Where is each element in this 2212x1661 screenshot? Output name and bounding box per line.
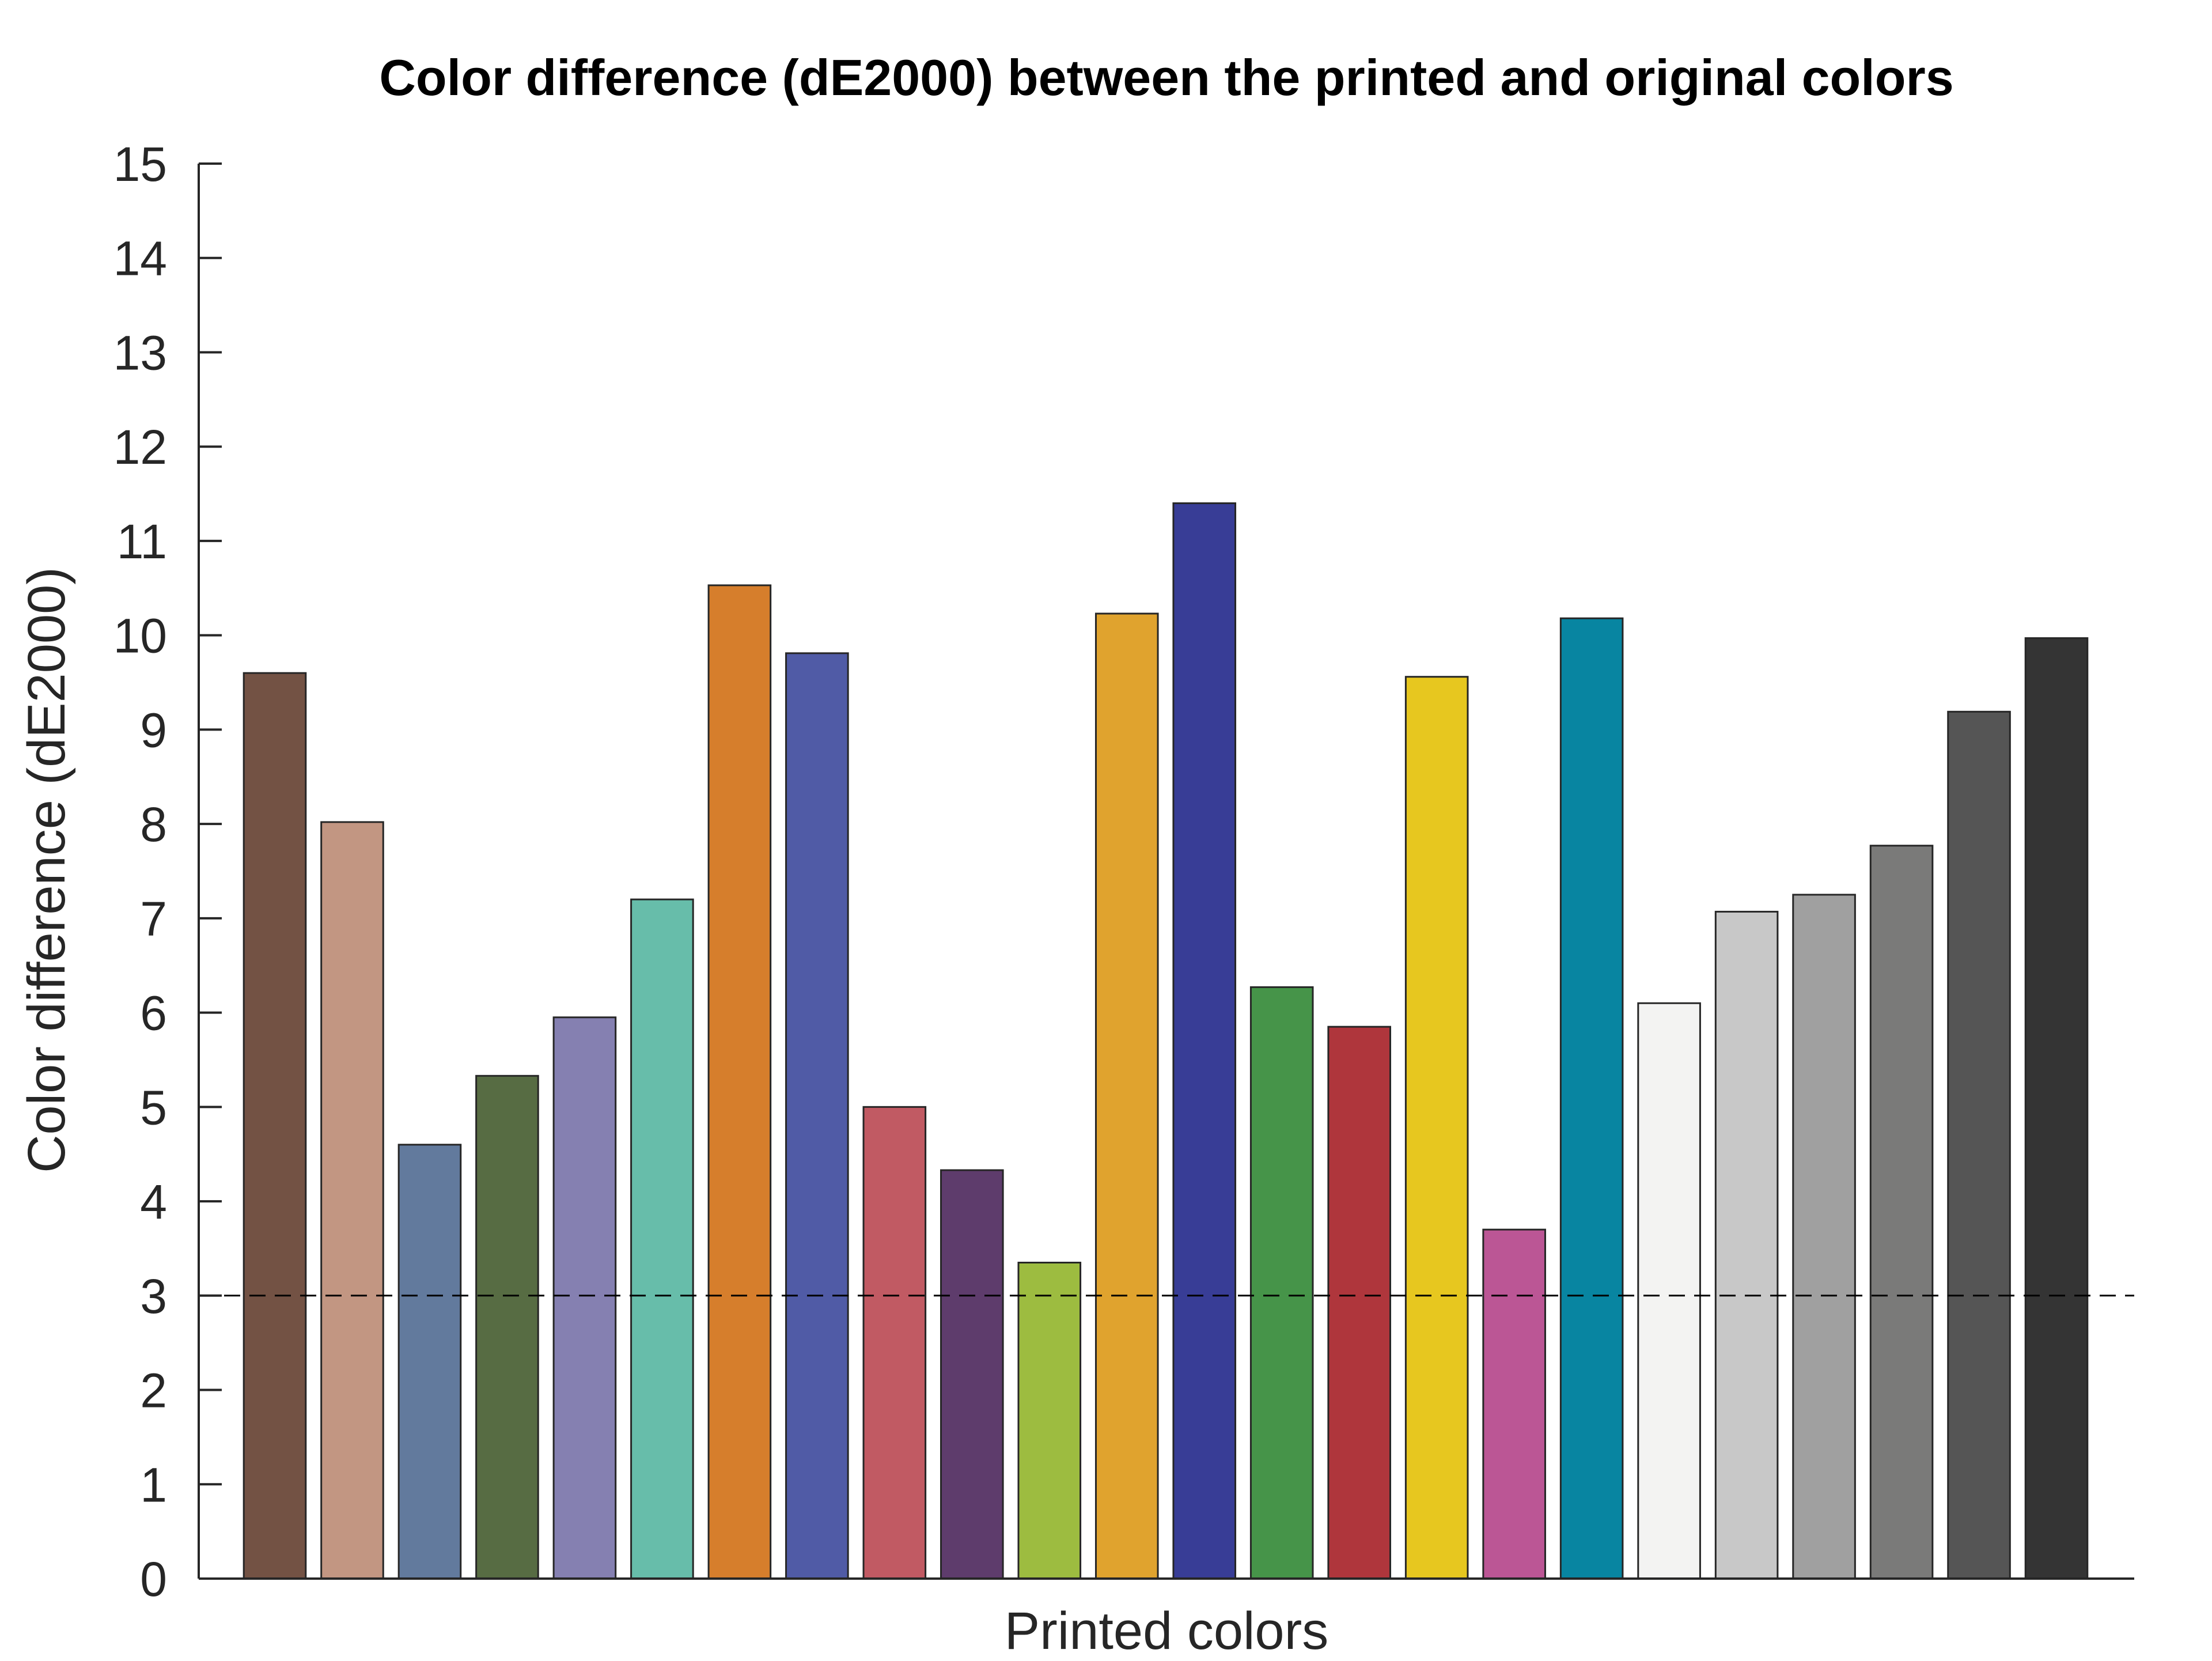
y-tick-label: 0 xyxy=(140,1552,167,1606)
y-tick-label: 8 xyxy=(140,797,167,852)
bar-13 xyxy=(1172,502,1237,1580)
y-tick-label: 15 xyxy=(113,137,167,191)
bar-2 xyxy=(320,821,384,1580)
bar-5 xyxy=(552,1016,617,1580)
y-tick-label: 10 xyxy=(113,609,167,663)
bar-3 xyxy=(397,1144,462,1580)
bar-19 xyxy=(1637,1002,1701,1580)
bar-15 xyxy=(1327,1026,1391,1580)
y-tick-label: 11 xyxy=(117,514,167,569)
axes xyxy=(198,164,2134,1580)
bars-group xyxy=(243,502,2089,1580)
y-tick-label: 13 xyxy=(113,326,167,380)
bar-23 xyxy=(1947,710,2011,1580)
y-tick-label: 4 xyxy=(140,1175,167,1229)
bar-1 xyxy=(243,672,307,1580)
bar-24 xyxy=(2024,637,2089,1580)
bar-6 xyxy=(630,898,694,1580)
y-axis-label: Color difference (dE2000) xyxy=(17,567,76,1173)
bar-16 xyxy=(1404,676,1469,1580)
bar-21 xyxy=(1792,894,1856,1580)
bar-17 xyxy=(1482,1228,1546,1580)
y-tick-label: 5 xyxy=(140,1080,167,1134)
bar-22 xyxy=(1869,845,1934,1580)
y-tick-label: 12 xyxy=(113,420,167,474)
bar-9 xyxy=(862,1106,927,1580)
bar-10 xyxy=(940,1169,1004,1580)
y-tick-label: 14 xyxy=(113,232,167,286)
x-axis-label: Printed colors xyxy=(1005,1602,1328,1660)
bar-11 xyxy=(1017,1261,1082,1580)
bar-12 xyxy=(1094,612,1159,1580)
bar-18 xyxy=(1559,617,1624,1580)
y-tick-label: 6 xyxy=(140,986,167,1041)
bar-20 xyxy=(1714,910,1779,1580)
y-tick-label: 9 xyxy=(140,703,167,757)
y-tick-label: 2 xyxy=(140,1364,167,1418)
chart-title: Color difference (dE2000) between the pr… xyxy=(379,49,1953,106)
y-tick-label: 3 xyxy=(140,1269,167,1323)
bar-14 xyxy=(1249,986,1314,1580)
bar-8 xyxy=(785,652,849,1580)
y-tick-label: 1 xyxy=(140,1458,167,1512)
bar-4 xyxy=(475,1074,539,1580)
y-tick-label: 7 xyxy=(140,892,167,946)
bar-7 xyxy=(707,584,772,1580)
